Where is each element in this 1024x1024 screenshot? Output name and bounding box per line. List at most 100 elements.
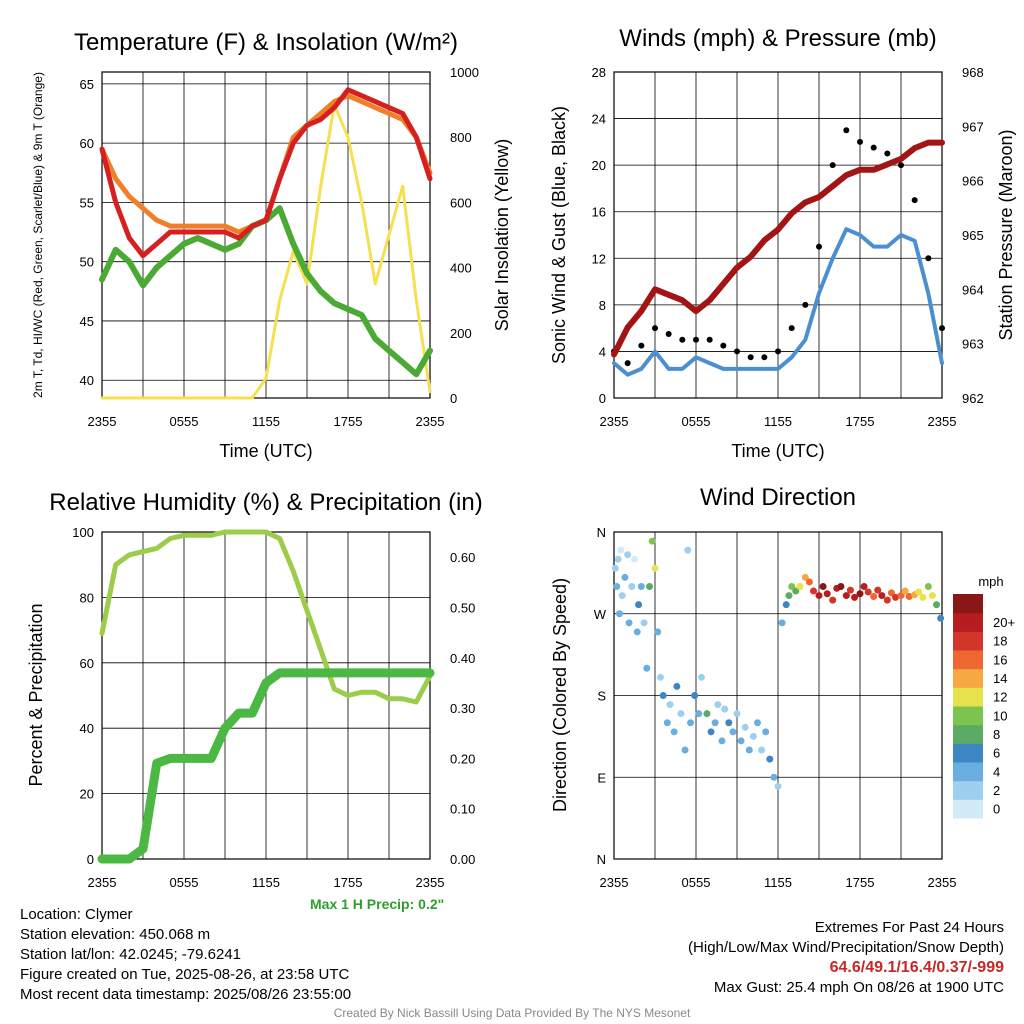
direction-point — [659, 692, 667, 699]
direction-point — [637, 583, 645, 590]
y2-tick-label: 0.00 — [450, 852, 475, 867]
direction-point — [887, 589, 895, 597]
y-tick-label: 40 — [80, 721, 94, 736]
gust-point — [761, 354, 768, 361]
y-tick-label: 20 — [592, 158, 606, 173]
direction-point — [792, 587, 800, 595]
direction-point — [774, 782, 782, 790]
y2-tick-label: 600 — [450, 195, 472, 210]
x-tick-label: 1755 — [846, 414, 875, 429]
x-tick-label: 2355 — [416, 414, 445, 429]
pressure-ylabel: Station Pressure (Maroon) — [996, 129, 1016, 340]
direction-point — [878, 592, 886, 600]
gust-point — [652, 325, 658, 332]
direction-point — [651, 564, 659, 572]
y2-tick-label: 963 — [962, 337, 984, 352]
gust-point — [638, 342, 645, 349]
y2-tick-label: 200 — [450, 326, 472, 341]
sonic-wind-line — [612, 227, 944, 377]
y2-tick-label: 1000 — [450, 65, 479, 80]
temperature-ylabel: 2m T, Td, HI/WC (Red, Green, Scarlet/Blu… — [31, 72, 45, 398]
direction-point — [892, 593, 900, 601]
gust-point — [734, 348, 740, 355]
y-tick-label: 0 — [599, 391, 606, 406]
y2-tick-label: 965 — [962, 228, 984, 243]
temp-2m-line — [99, 87, 433, 259]
y2-tick-label: 0.50 — [450, 600, 475, 615]
gust-point — [706, 336, 713, 343]
temperature-xlabel: Time (UTC) — [219, 441, 312, 461]
colorbar-swatch — [953, 706, 983, 726]
y2-tick-label: 0.20 — [450, 751, 475, 766]
colorbar-label: 14 — [993, 671, 1007, 686]
direction-point — [633, 628, 641, 636]
direction-point — [628, 583, 636, 590]
y-tick-label: N — [597, 525, 606, 540]
direction-point — [615, 610, 623, 618]
direction-point — [770, 773, 778, 781]
y-tick-label: 28 — [592, 65, 606, 80]
direction-point — [640, 619, 648, 627]
direction-point — [937, 614, 945, 622]
x-tick-label: 1155 — [252, 875, 280, 890]
gust-point — [816, 243, 822, 250]
direction-point — [837, 583, 845, 590]
direction-point — [823, 590, 831, 598]
direction-point — [782, 601, 790, 609]
x-tick-label: 1155 — [252, 414, 280, 429]
direction-point — [707, 728, 715, 736]
y2-tick-label: 964 — [962, 282, 984, 297]
direction-point — [614, 555, 622, 563]
direction-point — [924, 583, 932, 590]
direction-point — [718, 737, 726, 745]
direction-point — [928, 592, 936, 600]
y-tick-label: 80 — [80, 590, 94, 605]
direction-point — [618, 592, 626, 600]
gust-point — [693, 336, 699, 343]
colorbar-swatch — [953, 650, 983, 670]
direction-point — [796, 583, 804, 590]
y-tick-label: S — [597, 689, 606, 704]
direction-point — [905, 592, 913, 600]
station-info: Location: Clymer Station elevation: 450.… — [20, 905, 351, 1005]
humidity-ylabel: Percent & Precipitation — [26, 603, 46, 786]
y-tick-label: 24 — [592, 112, 606, 127]
pressure-line — [611, 139, 945, 358]
colorbar-label: 10 — [993, 708, 1007, 723]
temperature-panel: Temperature (F) & Insolation (W/m²) 2355… — [31, 29, 512, 461]
created-text: Figure created on Tue, 2025-08-26, at 23… — [20, 966, 350, 983]
colorbar-label: 2 — [993, 783, 1000, 798]
x-tick-label: 2355 — [928, 875, 957, 890]
credit-text: Created By Nick Bassill Using Data Provi… — [333, 1006, 691, 1020]
y2-tick-label: 968 — [962, 65, 984, 80]
wind-direction-title: Wind Direction — [700, 484, 856, 511]
direction-point — [762, 728, 770, 736]
extremes-heading: Extremes For Past 24 Hours — [814, 919, 1004, 936]
colorbar-swatch — [953, 687, 983, 707]
colorbar-label: 12 — [993, 690, 1007, 705]
direction-point — [617, 546, 625, 554]
direction-point — [815, 592, 823, 600]
direction-point — [714, 701, 722, 709]
extremes-subheading: (High/Low/Max Wind/Precipitation/Snow De… — [688, 939, 1004, 956]
colorbar-swatch — [953, 612, 983, 632]
direction-point — [677, 710, 685, 718]
direction-point — [883, 596, 891, 604]
direction-point — [758, 746, 766, 754]
elevation-text: Station elevation: 450.068 m — [20, 926, 211, 943]
colorbar-label: 6 — [993, 746, 1000, 761]
gust-point — [775, 348, 781, 355]
direction-point — [737, 737, 745, 745]
direction-point — [785, 592, 793, 600]
y2-tick-label: 0 — [450, 391, 457, 406]
winds-xlabel: Time (UTC) — [731, 441, 824, 461]
direction-point — [695, 710, 703, 718]
colorbar-swatch — [953, 724, 983, 744]
y-tick-label: 16 — [592, 205, 606, 220]
direction-point — [703, 710, 711, 718]
winds-ylabel: Sonic Wind & Gust (Blue, Black) — [549, 106, 569, 364]
direction-point — [624, 551, 632, 559]
y-tick-label: 40 — [80, 373, 94, 388]
direction-point — [697, 673, 705, 681]
solar-ylabel: Solar Insolation (Yellow) — [492, 139, 512, 331]
